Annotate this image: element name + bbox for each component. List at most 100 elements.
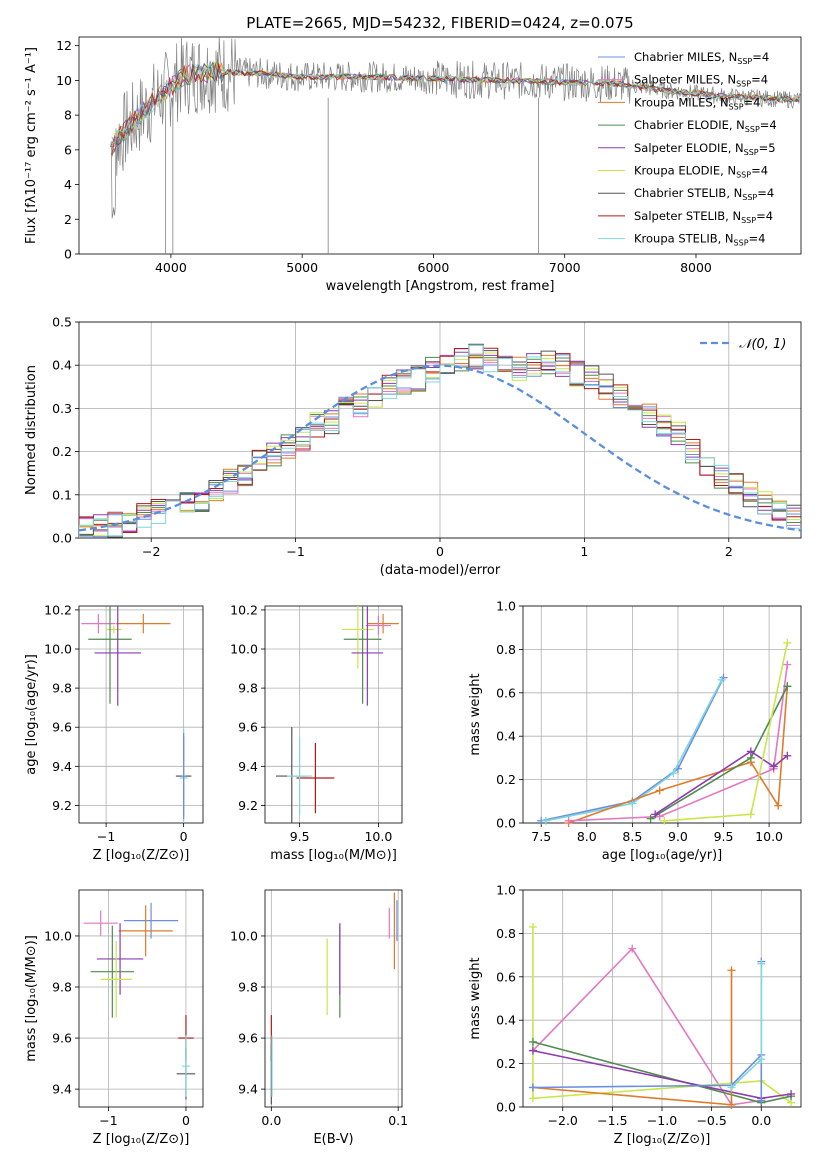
x-tick-label: 9.5 (290, 829, 310, 844)
x-tick-label: −1.5 (597, 1113, 627, 1128)
panel-age_vs_Z: −1 0 9.2 9.4 9.6 9.8 10.0 10.2 Z [log₁₀(Z/Z⊙)] ag… (24, 602, 204, 863)
y-tick-label: 8 (64, 108, 72, 123)
y-axis-label: mass weight (468, 957, 483, 1039)
y-tick-label: 9.4 (238, 1082, 258, 1097)
mass-weight-line (545, 679, 723, 822)
legend-label-value: =4 (751, 164, 768, 178)
errorbar-point (96, 923, 144, 995)
axes-frame (78, 36, 802, 255)
legend-label-value: =4 (756, 209, 773, 223)
y-tick-label: 0.2 (52, 444, 72, 459)
y-tick-label: 4 (64, 177, 72, 192)
y-tick-label: 0.0 (496, 816, 516, 831)
x-tick-label: 0.1 (388, 1113, 408, 1128)
y-tick-label: 9.8 (52, 980, 72, 995)
y-tick-label: 6 (64, 142, 72, 157)
errorbar-point (116, 613, 171, 634)
x-tick-label: 0 (180, 829, 188, 844)
x-tick-label: −2 (142, 544, 160, 559)
y-tick-label: 1.0 (496, 599, 516, 614)
errorbar-point (367, 613, 399, 634)
errorbar-point (90, 925, 135, 1018)
legend-label-value: =4 (749, 232, 766, 246)
y-tick-label: 0.8 (496, 926, 516, 941)
y-tick-label: 0.0 (52, 531, 72, 546)
errorbar-point (343, 606, 382, 704)
panel-spectrum: 4000 5000 6000 7000 8000 0 2 4 6 8 10 12 wavelength … (24, 36, 802, 294)
y-tick-label: 0.0 (496, 1100, 516, 1115)
legend-label-main: Kroupa ELODIE, N (634, 164, 736, 178)
y-tick-label: 9.4 (238, 759, 258, 774)
x-tick-label: −2.0 (548, 1113, 578, 1128)
observed-spectrum (110, 37, 801, 219)
y-tick-label: 10.2 (44, 602, 72, 617)
errorbar-point (94, 606, 141, 706)
mass-weight-marker (757, 1096, 766, 1105)
x-tick-label: 1 (580, 544, 588, 559)
x-tick-label: 7.5 (531, 829, 551, 844)
mass-weight-marker (769, 762, 778, 771)
axes-frame (78, 321, 802, 539)
errorbar-point (287, 736, 313, 816)
axes-frame (264, 889, 403, 1108)
legend-label: Salpeter STELIB, NSSP=4 (634, 209, 773, 225)
panel-mass_vs_Z: −1 0 9.4 9.6 9.8 10.0 Z [log₁₀(Z/Z⊙)] mass [log… (24, 889, 204, 1147)
axes-frame (78, 605, 204, 824)
legend-label: Chabrier MILES, NSSP=4 (634, 50, 769, 66)
y-tick-label: 1.0 (496, 883, 516, 898)
legend-label-sub: SSP (742, 193, 757, 202)
x-axis-label: age [log₁₀(age/yr)] (602, 848, 723, 863)
x-axis-label: Z [log₁₀(Z/Z⊙)] (93, 1132, 190, 1147)
legend-label: 𝒩(0, 1) (739, 337, 786, 352)
legend-label-sub: SSP (744, 148, 759, 157)
legend-label-sub: SSP (729, 102, 744, 111)
y-axis-label: mass [log₁₀(M/M⊙)] (24, 935, 39, 1062)
x-axis-label: Z [log₁₀(Z/Z⊙)] (93, 848, 190, 863)
panel-mass_weight_vs_age: 7.5 8.0 8.5 9.0 9.5 10.0 0.0 0.2 0.4 0.6 0.8 1.0 age… (468, 599, 802, 863)
figure-title: PLATE=2665, MJD=54232, FIBERID=0424, z=0… (246, 14, 633, 32)
legend-label: Salpeter ELODIE, NSSP=5 (634, 141, 776, 157)
x-axis-label: (data-model)/error (380, 563, 501, 578)
mass-weight-marker (783, 660, 792, 669)
y-tick-label: 9.4 (52, 759, 72, 774)
errorbar-point (342, 606, 374, 669)
mass-weight-marker (528, 1083, 537, 1092)
y-tick-label: 0.2 (496, 1056, 516, 1071)
y-tick-label: 10.0 (230, 642, 258, 657)
y-tick-label: 10.0 (44, 928, 72, 943)
mass-weight-marker (528, 1094, 537, 1103)
legend-label-value: =5 (759, 141, 776, 155)
y-tick-label: 9.8 (238, 980, 258, 995)
legend-label-main: Chabrier STELIB, N (634, 186, 742, 200)
y-tick-label: 10.0 (44, 642, 72, 657)
mass-weight-marker (746, 810, 755, 819)
mass-weight-line (650, 685, 789, 820)
mass-weight-marker (727, 1083, 736, 1092)
axes-frame (78, 889, 204, 1108)
mass-weight-marker (541, 816, 550, 825)
x-tick-label: 8.5 (622, 829, 642, 844)
y-tick-label: 9.6 (238, 720, 258, 735)
legend-label-value: =4 (757, 186, 774, 200)
errorbar-point (182, 1035, 190, 1097)
x-tick-label: 5000 (286, 260, 318, 275)
y-tick-label: 10 (56, 73, 72, 88)
errorbar-point (100, 941, 132, 1018)
mass-weight-marker (727, 966, 736, 975)
x-tick-label: 2 (725, 544, 733, 559)
mass-weight-line (730, 963, 763, 1089)
x-tick-label: 9.5 (714, 829, 734, 844)
x-tick-label: −0.5 (696, 1113, 726, 1128)
legend-label-main: Salpeter STELIB, N (634, 209, 741, 223)
axes-frame (522, 889, 802, 1108)
legend-label: Kroupa STELIB, NSSP=4 (634, 232, 765, 248)
mass-weight-marker (669, 769, 678, 778)
errorbar-point (181, 733, 186, 820)
gaussian-curve (79, 364, 801, 532)
mass-weight-marker (727, 1100, 736, 1109)
legend-label-sub: SSP (745, 125, 760, 134)
legend-label-main: Kroupa STELIB, N (634, 232, 734, 246)
errorbar-point (296, 742, 335, 814)
y-axis-label: Normed distribution (24, 365, 39, 495)
mass-weight-marker (646, 814, 655, 823)
